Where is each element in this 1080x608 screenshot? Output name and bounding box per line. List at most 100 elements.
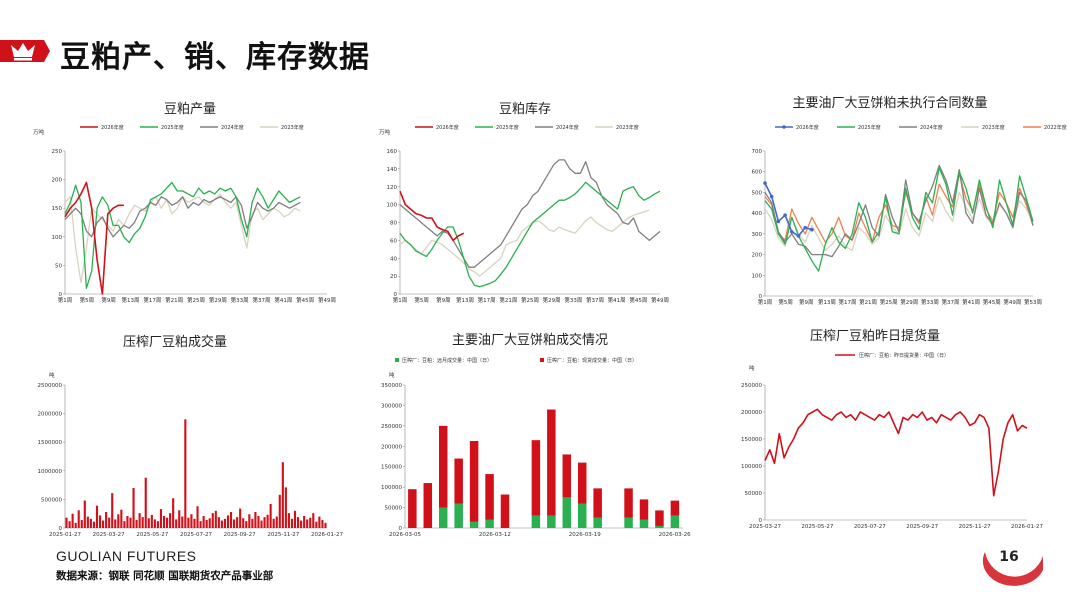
bar <box>187 517 190 528</box>
bar <box>123 521 126 528</box>
y-tick-label: 400 <box>752 211 763 217</box>
x-tick-label: 2026-03-26 <box>659 532 691 538</box>
y-tick-label: 80 <box>390 221 397 227</box>
bar <box>172 498 175 528</box>
y-tick-label: 350000 <box>381 383 402 389</box>
bar-spot <box>547 409 556 516</box>
bar-spot <box>423 483 433 528</box>
series-point <box>803 225 807 230</box>
x-tick-label: 第29周 <box>900 298 918 306</box>
bar <box>165 517 169 528</box>
x-tick-label: 2025-03-27 <box>93 532 125 538</box>
bar-forward <box>454 503 463 528</box>
bar <box>254 511 257 528</box>
legend-label: 2025年度 <box>161 124 184 131</box>
x-tick-label: 第45周 <box>296 296 314 304</box>
x-tick-label: 第37周 <box>253 296 271 304</box>
y-tick-label: 0 <box>394 292 398 298</box>
y-tick-label: 50000 <box>745 491 763 497</box>
x-tick-label: 第29周 <box>543 296 561 304</box>
bar <box>229 511 233 528</box>
y-tick-label: 0 <box>59 526 63 532</box>
bar-spot <box>655 510 664 526</box>
bar-forward <box>670 515 680 528</box>
bar <box>138 513 141 528</box>
bar <box>117 514 120 528</box>
bar <box>233 519 236 528</box>
bar <box>321 519 324 528</box>
series-point <box>763 181 767 185</box>
x-tick-label: 2025-05-27 <box>136 532 168 538</box>
x-tick-label: 第49周 <box>651 296 669 304</box>
y-tick-label: 20 <box>390 274 397 280</box>
bar-forward <box>469 521 479 528</box>
series-point <box>790 229 794 234</box>
bar <box>245 521 248 528</box>
x-tick-label: 第29周 <box>209 296 227 304</box>
x-tick-label: 2025-11-27 <box>959 524 991 530</box>
bar <box>80 519 83 528</box>
bar <box>266 514 269 528</box>
bar <box>68 521 71 528</box>
bar <box>199 521 202 528</box>
y-tick-label: 60 <box>390 238 397 244</box>
chart-title: 压榨厂豆粕昨日提货量 <box>810 328 940 344</box>
y-tick-label: 700 <box>752 149 763 155</box>
bar <box>147 518 150 528</box>
series-line-2 <box>764 164 1034 258</box>
bar-spot <box>639 499 649 520</box>
x-tick-label: 第33周 <box>564 296 582 304</box>
x-tick-label: 第5周 <box>80 296 95 304</box>
bar-forward <box>485 519 494 528</box>
bar-forward <box>577 503 587 528</box>
bar <box>220 520 223 528</box>
bar-forward <box>562 497 572 528</box>
y-tick-label: 160 <box>387 149 398 155</box>
x-tick-label: 第5周 <box>414 296 429 304</box>
series-line-1 <box>764 166 1034 272</box>
bar <box>120 509 123 528</box>
bar <box>175 519 178 528</box>
y-tick-label: 200000 <box>381 444 402 450</box>
y-tick-label: 1500000 <box>38 440 63 446</box>
y-tick-label: 250000 <box>741 383 762 389</box>
bar <box>105 511 108 528</box>
x-tick-label: 第33周 <box>921 298 939 306</box>
x-tick-label: 第17周 <box>143 296 161 304</box>
y-tick-label: 1000000 <box>38 469 63 475</box>
y-tick-label: 200 <box>752 253 763 259</box>
x-tick-label: 2025-03-27 <box>749 524 781 530</box>
x-tick-label: 2025-09-27 <box>224 532 256 538</box>
x-tick-label: 第1周 <box>758 298 773 306</box>
bar <box>315 521 318 528</box>
y-tick-label: 0 <box>759 518 763 524</box>
bar <box>208 518 211 528</box>
x-tick-label: 2026-03-12 <box>479 532 511 538</box>
y-tick-label: 300000 <box>381 403 402 409</box>
y-tick-label: 300 <box>752 232 763 238</box>
x-tick-label: 第13周 <box>122 296 140 304</box>
y-tick-label: 0 <box>399 526 403 532</box>
bar <box>257 515 260 528</box>
bar <box>223 518 227 528</box>
x-tick-label: 2025-05-27 <box>801 524 833 530</box>
bar <box>202 515 205 528</box>
bar-forward <box>438 507 448 528</box>
y-tick-label: 100 <box>52 235 63 241</box>
page-number: 16 <box>999 549 1018 565</box>
bar <box>272 518 275 528</box>
x-tick-label: 第53周 <box>1024 298 1042 306</box>
bar <box>296 517 300 528</box>
bar <box>306 519 309 528</box>
x-tick-label: 2025-11-27 <box>267 532 299 538</box>
y-tick-label: 100 <box>387 203 398 209</box>
x-tick-label: 第21周 <box>499 296 517 304</box>
x-tick-label: 第41周 <box>274 296 292 304</box>
y-tick-label: 500000 <box>41 497 62 503</box>
bar <box>300 520 303 528</box>
x-tick-label: 第17周 <box>478 296 496 304</box>
bar <box>217 517 220 528</box>
x-tick-label: 2025-09-27 <box>906 524 938 530</box>
bar <box>111 493 114 528</box>
bar <box>98 515 102 528</box>
